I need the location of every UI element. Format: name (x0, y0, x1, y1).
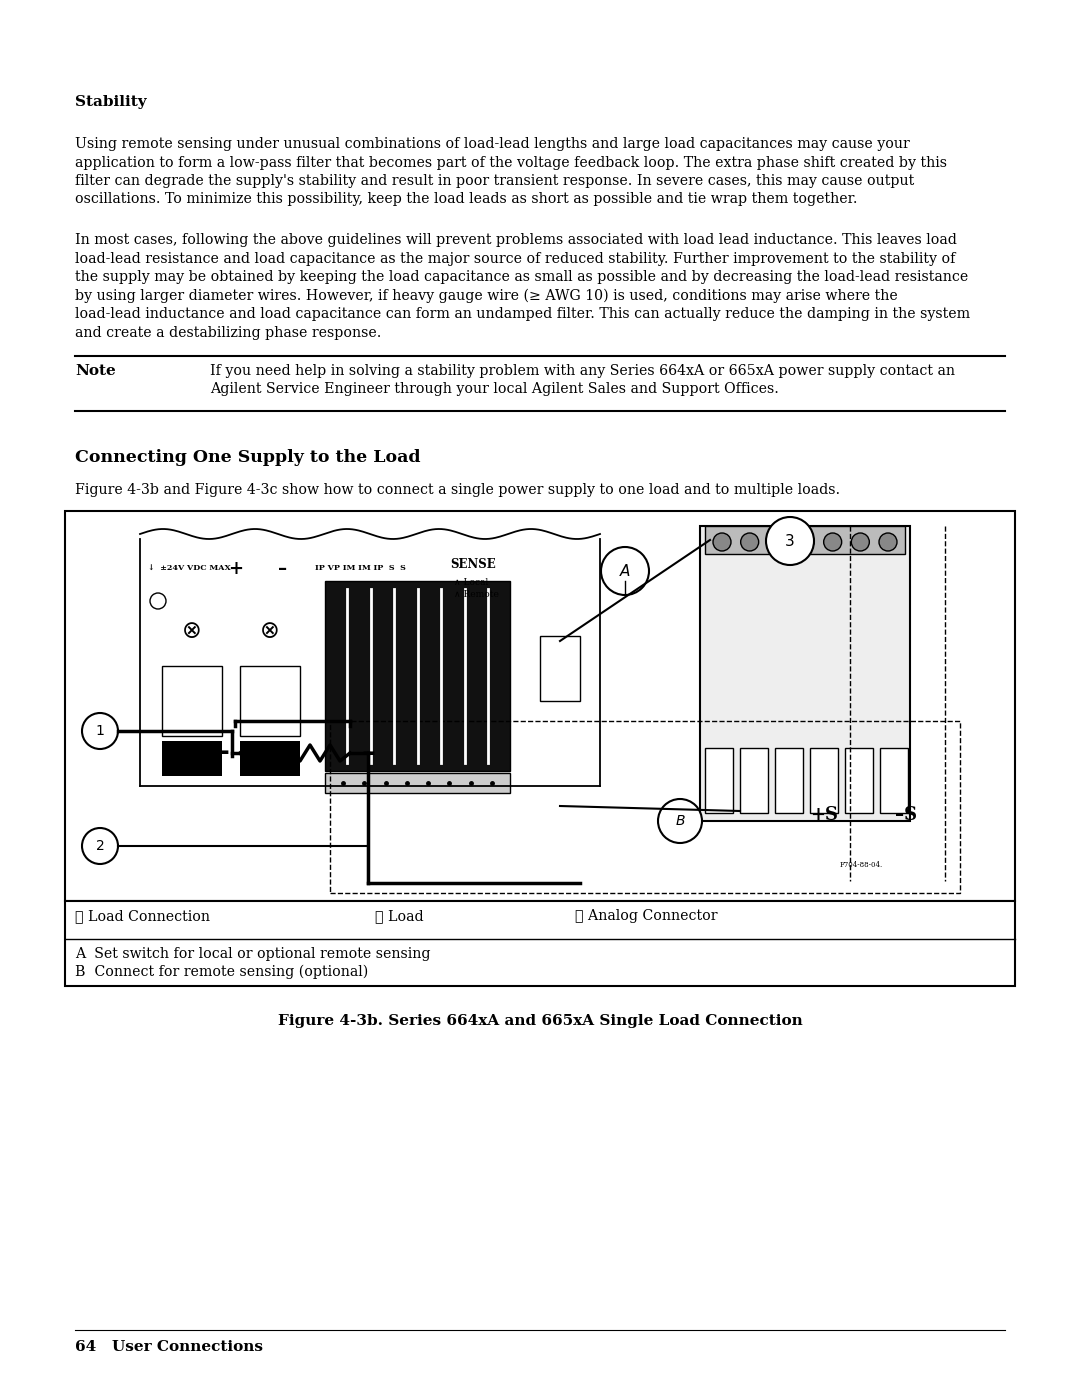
Bar (240, 740, 300, 775)
Text: Agilent Service Engineer through your local Agilent Sales and Support Offices.: Agilent Service Engineer through your lo… (210, 383, 779, 397)
Circle shape (879, 534, 897, 550)
Circle shape (600, 548, 649, 595)
Text: +: + (208, 739, 232, 767)
Circle shape (766, 517, 814, 564)
Text: –S: –S (895, 806, 917, 824)
Circle shape (796, 534, 814, 550)
Text: 64   User Connections: 64 User Connections (75, 1340, 264, 1354)
Bar (775, 747, 804, 813)
Bar (540, 636, 580, 701)
Text: oscillations. To minimize this possibility, keep the load leads as short as poss: oscillations. To minimize this possibili… (75, 193, 858, 207)
Text: ↓  ±24V VDC MAX: ↓ ±24V VDC MAX (148, 564, 231, 571)
Circle shape (82, 828, 118, 863)
Bar (705, 527, 905, 555)
Text: If you need help in solving a stability problem with any Series 664xA or 665xA p: If you need help in solving a stability … (210, 365, 955, 379)
Bar (325, 773, 510, 793)
Bar (705, 747, 733, 813)
Bar (330, 721, 960, 893)
Text: load-lead inductance and load capacitance can form an undamped filter. This can : load-lead inductance and load capacitanc… (75, 307, 970, 321)
Text: Stability: Stability (75, 95, 147, 109)
Text: F704-88-04.: F704-88-04. (840, 861, 883, 869)
Circle shape (824, 534, 841, 550)
Text: ③ Analog Connector: ③ Analog Connector (575, 909, 717, 923)
Circle shape (713, 534, 731, 550)
Text: Figure 4-3b. Series 664xA and 665xA Single Load Connection: Figure 4-3b. Series 664xA and 665xA Sing… (278, 1014, 802, 1028)
Circle shape (150, 592, 166, 609)
Text: +S: +S (810, 806, 838, 824)
Bar (845, 747, 873, 813)
Bar (700, 527, 910, 821)
Bar (325, 581, 510, 771)
Text: 2: 2 (96, 840, 105, 854)
Text: SENSE: SENSE (450, 557, 496, 571)
Circle shape (851, 534, 869, 550)
Circle shape (82, 712, 118, 749)
Circle shape (741, 534, 758, 550)
Bar (162, 740, 222, 775)
Text: IP VP IM IM IP  S  S: IP VP IM IM IP S S (315, 564, 406, 571)
Text: ② Load: ② Load (375, 909, 423, 923)
Text: Using remote sensing under unusual combinations of load-lead lengths and large l: Using remote sensing under unusual combi… (75, 137, 909, 151)
Text: B: B (675, 814, 685, 828)
Text: B  Connect for remote sensing (optional): B Connect for remote sensing (optional) (75, 965, 368, 979)
Circle shape (768, 534, 786, 550)
Text: application to form a low-pass filter that becomes part of the voltage feedback : application to form a low-pass filter th… (75, 155, 947, 169)
Text: ① Load Connection: ① Load Connection (75, 909, 210, 923)
Text: Note: Note (75, 365, 116, 379)
Text: ∧ Remote: ∧ Remote (454, 590, 499, 599)
Bar (240, 666, 300, 736)
Circle shape (658, 799, 702, 842)
Text: and create a destabilizing phase response.: and create a destabilizing phase respons… (75, 326, 381, 339)
Text: ⊗: ⊗ (183, 619, 202, 643)
Text: filter can degrade the supply's stability and result in poor transient response.: filter can degrade the supply's stabilit… (75, 175, 915, 189)
Text: 3: 3 (785, 534, 795, 549)
Text: load-lead resistance and load capacitance as the major source of reduced stabili: load-lead resistance and load capacitanc… (75, 251, 956, 265)
Bar (740, 747, 768, 813)
Text: –: – (361, 739, 375, 767)
Text: by using larger diameter wires. However, if heavy gauge wire (≥ AWG 10) is used,: by using larger diameter wires. However,… (75, 289, 897, 303)
Bar (65, 511, 1015, 901)
Text: In most cases, following the above guidelines will prevent problems associated w: In most cases, following the above guide… (75, 233, 957, 247)
Text: A: A (620, 563, 631, 578)
Bar (65, 901, 1015, 986)
Text: the supply may be obtained by keeping the load capacitance as small as possible : the supply may be obtained by keeping th… (75, 270, 969, 284)
Text: +: + (228, 560, 243, 578)
Text: –: – (278, 560, 287, 578)
Bar (880, 747, 908, 813)
Text: ⊗: ⊗ (260, 619, 280, 643)
Bar (810, 747, 838, 813)
Text: 1: 1 (95, 724, 105, 738)
Text: Connecting One Supply to the Load: Connecting One Supply to the Load (75, 448, 420, 467)
Text: Figure 4-3b and Figure 4-3c show how to connect a single power supply to one loa: Figure 4-3b and Figure 4-3c show how to … (75, 483, 840, 497)
Text: A  Set switch for local or optional remote sensing: A Set switch for local or optional remot… (75, 947, 431, 961)
Bar (162, 666, 222, 736)
Text: ∧ Local: ∧ Local (454, 578, 488, 587)
